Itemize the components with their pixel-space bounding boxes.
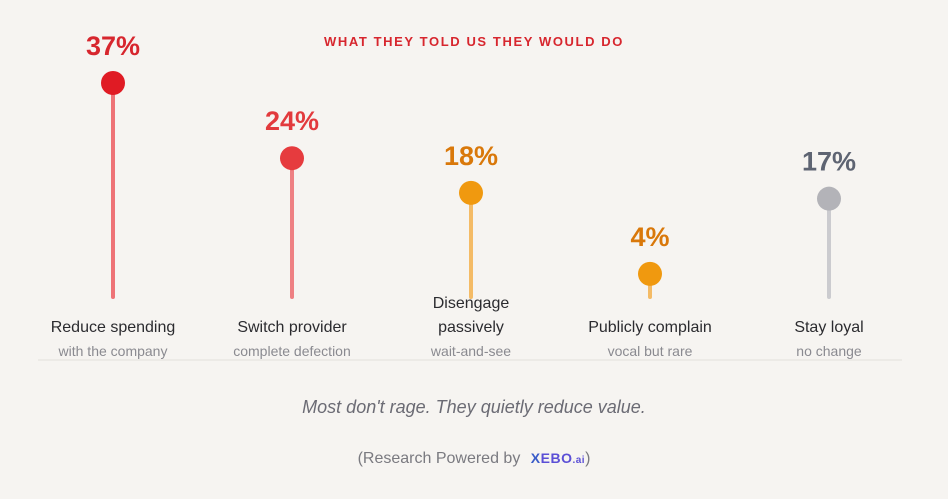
credit-line: (Research Powered by XEBO.ai) <box>0 450 948 468</box>
sublabel-reduce-spending: with the company <box>58 343 168 359</box>
sublabel-switch-provider: complete defection <box>233 343 351 359</box>
category-label-stay-loyal: Stay loyal <box>794 319 863 336</box>
tagline: Most don't rage. They quietly reduce val… <box>302 397 646 417</box>
xebo-logo[interactable]: XEBO.ai <box>531 450 585 466</box>
credit-suffix: ) <box>585 450 591 467</box>
brand-suffix: .ai <box>572 455 586 466</box>
category-label-disengage-passively-1: Disengage <box>433 295 510 312</box>
sublabel-publicly-complain: vocal but rare <box>608 343 693 359</box>
sublabel-stay-loyal: no change <box>796 343 862 359</box>
category-label-reduce-spending: Reduce spending <box>51 319 176 336</box>
value-label-stay-loyal: 17% <box>802 147 856 177</box>
category-label-switch-provider: Switch provider <box>237 319 347 336</box>
value-label-reduce-spending: 37% <box>86 31 140 61</box>
value-label-disengage-passively: 18% <box>444 141 498 171</box>
category-label-disengage-passively-2: passively <box>438 319 504 336</box>
category-label-publicly-complain: Publicly complain <box>588 319 712 336</box>
chart-title: WHAT THEY TOLD US THEY WOULD DO <box>324 34 624 49</box>
dot-switch-provider <box>280 146 304 171</box>
credit-prefix: (Research Powered by <box>357 450 521 467</box>
sublabel-disengage-passively: wait-and-see <box>430 343 511 359</box>
lollipop-chart: 37% Reduce spending with the company 24% Swi… <box>38 31 902 361</box>
dot-publicly-complain <box>638 261 662 286</box>
brand-x: X <box>530 450 541 466</box>
dot-stay-loyal <box>817 186 841 211</box>
value-label-switch-provider: 24% <box>265 106 319 136</box>
brand-main: EBO <box>540 450 573 466</box>
value-label-publicly-complain: 4% <box>630 222 669 252</box>
dot-reduce-spending <box>101 71 125 95</box>
dot-disengage-passively <box>459 180 483 205</box>
